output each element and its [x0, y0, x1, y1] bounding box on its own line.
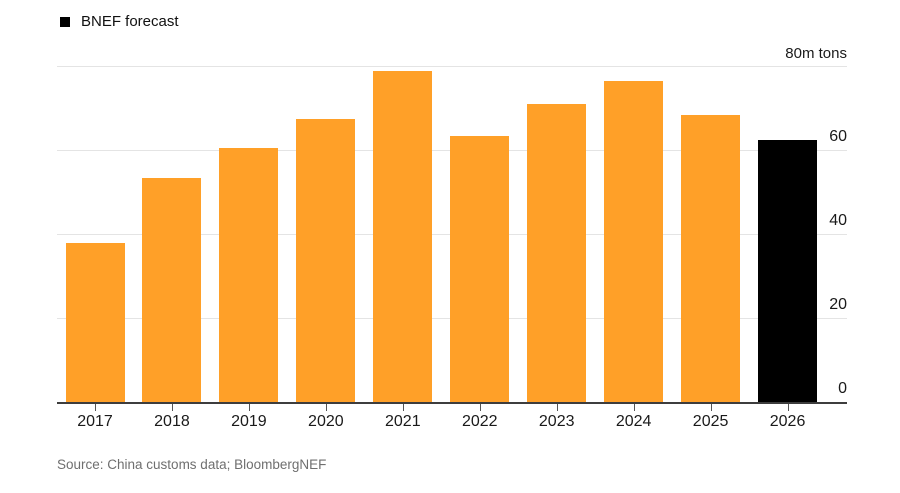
x-tick-label-2025: 2025 — [692, 413, 729, 430]
bar-2022 — [450, 135, 510, 403]
x-tick-label-2022: 2022 — [461, 413, 498, 430]
bar-2019 — [219, 148, 279, 403]
legend: BNEF forecast — [60, 13, 179, 31]
x-axis-tick-2020 — [325, 403, 327, 411]
x-axis-baseline — [57, 401, 847, 404]
y-tick-label-20: 20 — [829, 295, 847, 313]
bar-2026 — [758, 140, 818, 403]
y-tick-label-60: 60 — [829, 127, 847, 145]
legend-label: BNEF forecast — [81, 13, 179, 30]
x-tick-label-2023: 2023 — [538, 413, 575, 430]
x-axis-tick-2026 — [787, 403, 789, 411]
x-axis-tick-2025 — [710, 403, 712, 411]
x-tick-label-2026: 2026 — [769, 413, 806, 430]
x-axis-tick-2021 — [402, 403, 404, 411]
x-axis-tick-2018 — [171, 403, 173, 411]
bar-2021 — [373, 70, 433, 403]
legend-black-square-swatch — [60, 17, 70, 27]
x-axis-tick-2024 — [633, 403, 635, 411]
x-axis-tick-2023 — [556, 403, 558, 411]
y-tick-label-0: 0 — [838, 379, 847, 397]
x-axis-tick-2022 — [479, 403, 481, 411]
gridline-80 — [57, 66, 847, 67]
bar-2018 — [142, 177, 202, 403]
x-tick-label-2020: 2020 — [308, 413, 344, 430]
x-tick-label-2019: 2019 — [231, 413, 267, 430]
x-axis-tick-2019 — [248, 403, 250, 411]
x-tick-label-2017: 2017 — [77, 413, 113, 430]
source-caption: Source: China customs data; BloombergNEF — [57, 457, 327, 472]
bar-2024 — [604, 81, 664, 403]
bar-2025 — [681, 114, 741, 403]
y-axis-unit-label: 80m tons — [785, 45, 847, 62]
bar-2023 — [527, 104, 587, 403]
y-tick-label-40: 40 — [829, 211, 847, 229]
x-tick-label-2021: 2021 — [385, 413, 421, 430]
x-axis-tick-2017 — [95, 403, 96, 411]
bar-2020 — [296, 119, 356, 403]
x-tick-label-2018: 2018 — [154, 413, 190, 430]
bar-2017 — [65, 242, 125, 403]
x-tick-label-2024: 2024 — [615, 413, 652, 430]
